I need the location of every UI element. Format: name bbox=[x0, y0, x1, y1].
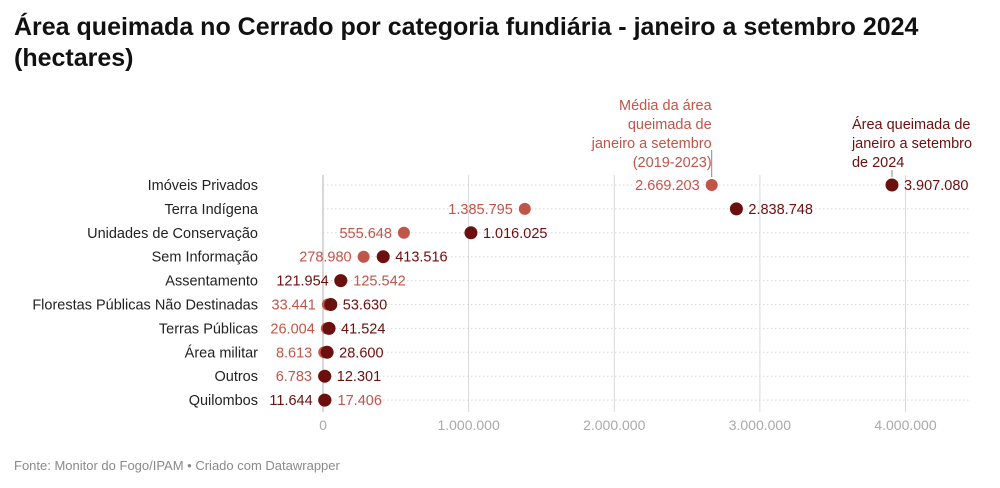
annotation-current-line: de 2024 bbox=[852, 155, 904, 171]
current-dot bbox=[885, 178, 899, 192]
x-tick-label: 1.000.000 bbox=[437, 417, 499, 433]
current-dot bbox=[376, 250, 390, 264]
x-tick-label: 2.000.000 bbox=[583, 417, 645, 433]
avg-value-label: 17.406 bbox=[338, 393, 382, 409]
category-label: Terra Indígena bbox=[164, 202, 258, 218]
current-value-label: 28.600 bbox=[339, 345, 383, 361]
current-dot bbox=[318, 369, 332, 383]
category-label: Imóveis Privados bbox=[148, 178, 258, 194]
avg-dot bbox=[397, 226, 410, 239]
current-value-label: 3.907.080 bbox=[904, 178, 969, 194]
current-value-label: 1.016.025 bbox=[483, 226, 548, 242]
category-label: Assentamento bbox=[165, 274, 258, 290]
current-dot bbox=[322, 321, 336, 335]
current-dot bbox=[324, 298, 338, 311]
category-label: Unidades de Conservação bbox=[87, 226, 258, 242]
current-dot bbox=[334, 274, 348, 288]
x-tick-label: 4.000.000 bbox=[874, 417, 936, 433]
avg-dot bbox=[705, 179, 718, 191]
current-value-label: 413.516 bbox=[395, 250, 447, 266]
category-label: Florestas Públicas Não Destinadas bbox=[32, 298, 258, 314]
current-value-label: 53.630 bbox=[343, 298, 387, 314]
annotation-avg-line: Média da área bbox=[619, 98, 713, 114]
x-tick-label: 3.000.000 bbox=[729, 417, 791, 433]
source-footer: Fonte: Monitor do Fogo/IPAM • Criado com… bbox=[14, 458, 340, 473]
avg-value-label: 6.783 bbox=[276, 369, 312, 385]
avg-value-label: 278.980 bbox=[299, 250, 351, 266]
annotation-avg-line: janeiro a setembro bbox=[591, 136, 712, 152]
labels-layer: Imóveis Privados 2.669.203 3.907.080 Terra … bbox=[32, 178, 968, 409]
avg-value-label: 2.669.203 bbox=[635, 178, 700, 194]
current-dot bbox=[318, 393, 332, 407]
avg-dot bbox=[357, 250, 370, 263]
category-label: Terras Públicas bbox=[159, 321, 258, 337]
annotation-current-line: Área queimada de bbox=[852, 116, 971, 133]
avg-value-label: 1.385.795 bbox=[448, 202, 513, 218]
avg-value-label: 33.441 bbox=[272, 298, 316, 314]
grid-layer: 0 1.000.000 2.000.000 3.000.000 4.000.000 bbox=[319, 175, 970, 433]
current-value-label: 11.644 bbox=[269, 393, 312, 409]
avg-value-label: 8.613 bbox=[276, 345, 312, 361]
x-tick-label: 0 bbox=[319, 417, 327, 433]
avg-dot bbox=[518, 202, 531, 215]
annotation-layer: Média da área queimada de janeiro a setemb… bbox=[591, 98, 972, 177]
current-value-label: 121.954 bbox=[276, 274, 328, 290]
category-label: Sem Informação bbox=[152, 250, 258, 266]
current-dot bbox=[320, 345, 334, 359]
avg-value-label: 555.648 bbox=[339, 226, 391, 242]
current-value-label: 2.838.748 bbox=[748, 202, 813, 218]
current-value-label: 41.524 bbox=[341, 321, 385, 337]
current-dot bbox=[464, 226, 478, 240]
current-value-label: 12.301 bbox=[337, 369, 381, 385]
category-label: Quilombos bbox=[189, 393, 258, 409]
annotation-current-line: janeiro a setembro bbox=[851, 136, 972, 152]
chart-title: Área queimada no Cerrado por categoria f… bbox=[14, 13, 919, 72]
category-label: Área militar bbox=[185, 344, 258, 361]
annotation-avg-line: queimada de bbox=[628, 117, 712, 133]
annotation-avg-line: (2019-2023) bbox=[633, 155, 712, 171]
bars-layer bbox=[317, 178, 899, 407]
avg-value-label: 26.004 bbox=[270, 321, 314, 337]
avg-value-label: 125.542 bbox=[353, 274, 405, 290]
current-dot bbox=[729, 202, 743, 216]
category-label: Outros bbox=[214, 369, 258, 385]
